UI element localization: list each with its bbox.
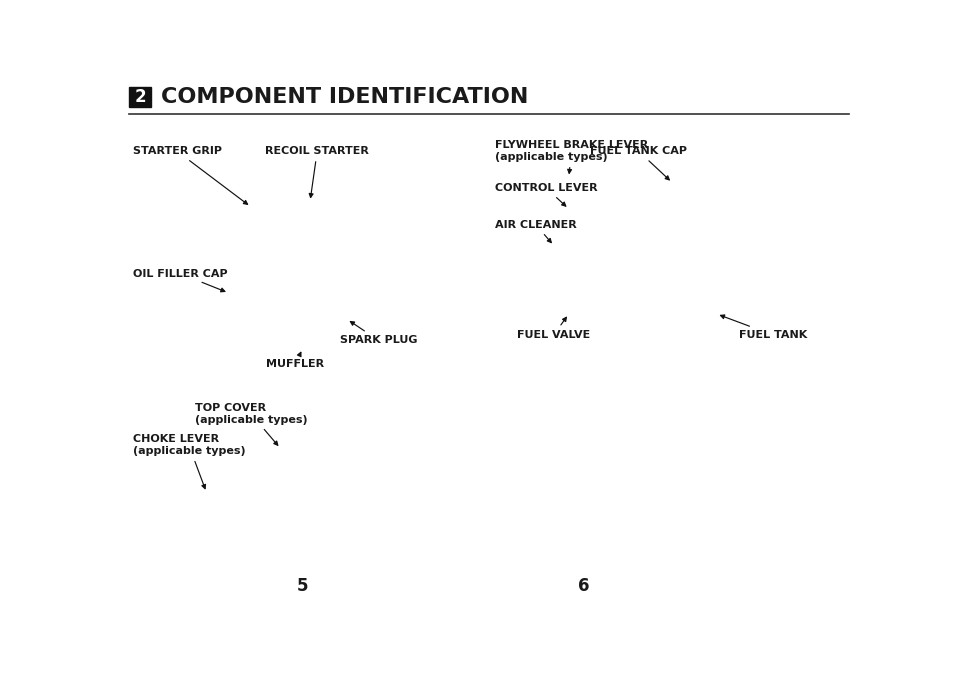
Text: FUEL TANK CAP: FUEL TANK CAP [590,146,686,180]
Text: OIL FILLER CAP: OIL FILLER CAP [132,269,227,292]
Text: FLYWHEEL BRAKE LEVER
(applicable types): FLYWHEEL BRAKE LEVER (applicable types) [495,140,647,173]
Text: CHOKE LEVER
(applicable types): CHOKE LEVER (applicable types) [132,434,245,489]
Text: 2: 2 [134,88,146,106]
Text: RECOIL STARTER: RECOIL STARTER [265,146,369,198]
Text: CONTROL LEVER: CONTROL LEVER [495,183,597,206]
Text: SPARK PLUG: SPARK PLUG [339,321,416,345]
Text: COMPONENT IDENTIFICATION: COMPONENT IDENTIFICATION [160,87,527,107]
Text: FUEL TANK: FUEL TANK [720,315,806,340]
Text: MUFFLER: MUFFLER [266,353,324,370]
Text: STARTER GRIP: STARTER GRIP [132,146,248,205]
FancyBboxPatch shape [129,87,151,107]
Text: FUEL VALVE: FUEL VALVE [517,317,590,340]
Text: 5: 5 [296,577,308,595]
Text: AIR CLEANER: AIR CLEANER [495,220,576,243]
Text: 6: 6 [578,577,589,595]
Text: TOP COVER
(applicable types): TOP COVER (applicable types) [194,403,307,445]
